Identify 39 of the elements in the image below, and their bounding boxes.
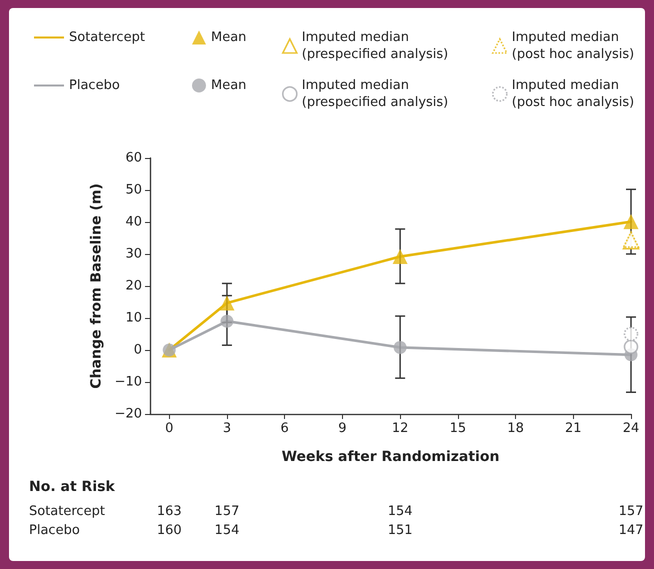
y-tick-label: 30	[125, 246, 142, 262]
legend-label: Placebo	[69, 78, 120, 93]
x-tick-label: 9	[338, 421, 347, 436]
x-tick-label: 3	[222, 421, 232, 436]
text: 154	[214, 523, 240, 538]
text: Sotatercept	[29, 504, 105, 519]
legend-label: Imputed median (post hoc analysis)	[512, 78, 634, 110]
y-tick-label: 40	[125, 214, 142, 230]
y-tick-label: 10	[125, 310, 142, 326]
text: 157	[214, 504, 240, 519]
y-axis-title: Change from Baseline (m)	[88, 183, 105, 389]
y-tick-label: −20	[114, 406, 142, 422]
x-tick-label: 0	[165, 421, 174, 436]
text: No. at Risk	[29, 479, 116, 495]
text: 154	[388, 504, 413, 519]
text: 160	[156, 523, 182, 538]
text: 151	[388, 523, 413, 538]
y-tick-label: −10	[114, 374, 142, 390]
x-tick-label: 6	[280, 421, 289, 436]
legend-label: Imputed median (prespecified analysis)	[302, 30, 448, 62]
text: 147	[618, 523, 644, 538]
x-tick-label: 18	[507, 421, 524, 436]
y-tick-label: 0	[134, 342, 142, 358]
y-tick-label: 20	[125, 278, 142, 294]
legend-label: Imputed median (post hoc analysis)	[512, 30, 634, 62]
x-axis-title: Weeks after Randomization	[282, 449, 500, 465]
legend-label: Sotatercept	[69, 30, 145, 45]
x-tick-label: 15	[450, 421, 466, 436]
legend-label: Mean	[211, 30, 246, 45]
y-tick-label: 50	[125, 182, 142, 198]
x-tick-label: 12	[392, 421, 408, 436]
x-tick-label: 21	[565, 421, 582, 436]
legend-label: Mean	[211, 78, 246, 93]
text: 163	[156, 504, 182, 519]
x-tick-label: 24	[622, 421, 640, 436]
text: Placebo	[29, 523, 80, 538]
y-tick-label: 60	[125, 150, 142, 166]
legend-label: Imputed median (prespecified analysis)	[302, 78, 448, 110]
text: 157	[618, 504, 644, 519]
